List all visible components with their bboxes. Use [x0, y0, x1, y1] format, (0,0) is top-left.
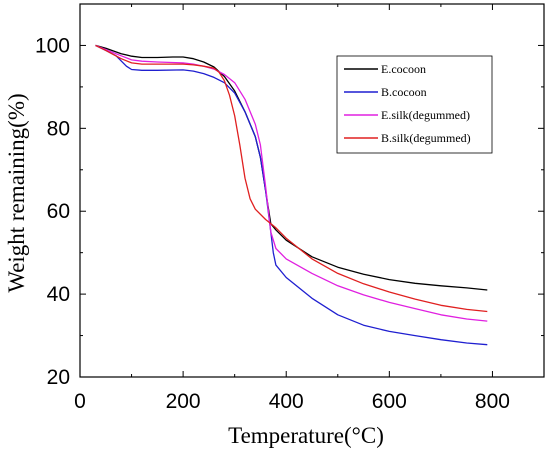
series-lines — [95, 44, 488, 346]
legend-label-b-silk-degummed: B.silk(degummed) — [381, 131, 471, 145]
axis-ticks — [79, 3, 545, 378]
legend: E.cocoon B.cocoon E.silk(degummed) B.silk(d… — [336, 55, 493, 154]
x-tick-labels: 0 200 400 600 800 — [74, 390, 510, 413]
x-tick-label: 600 — [372, 390, 407, 413]
x-axis-title: Temperature(°C) — [228, 423, 384, 448]
y-tick-label: 40 — [47, 283, 70, 306]
legend-label-b-cocoon: B.cocoon — [381, 85, 427, 99]
y-tick-label: 80 — [47, 117, 70, 140]
series-line-e-silk-degummed — [95, 44, 488, 322]
y-tick-label: 60 — [47, 200, 70, 223]
plot-frame — [79, 3, 545, 378]
legend-label-e-silk-degummed: E.silk(degummed) — [381, 108, 470, 122]
series-line-b-silk-degummed — [95, 44, 488, 313]
x-tick-label: 400 — [269, 390, 304, 413]
y-axis-title: Weight remaining(%) — [4, 93, 29, 292]
x-tick-label: 200 — [166, 390, 201, 413]
y-tick-label: 20 — [47, 366, 70, 389]
y-tick-labels: 20 40 60 80 100 — [35, 34, 70, 389]
y-tick-label: 100 — [35, 34, 70, 57]
legend-box — [336, 55, 493, 154]
series-line-b-cocoon — [95, 44, 488, 346]
x-tick-label: 0 — [74, 390, 86, 413]
legend-label-e-cocoon: E.cocoon — [381, 62, 426, 76]
x-tick-label: 800 — [475, 390, 510, 413]
